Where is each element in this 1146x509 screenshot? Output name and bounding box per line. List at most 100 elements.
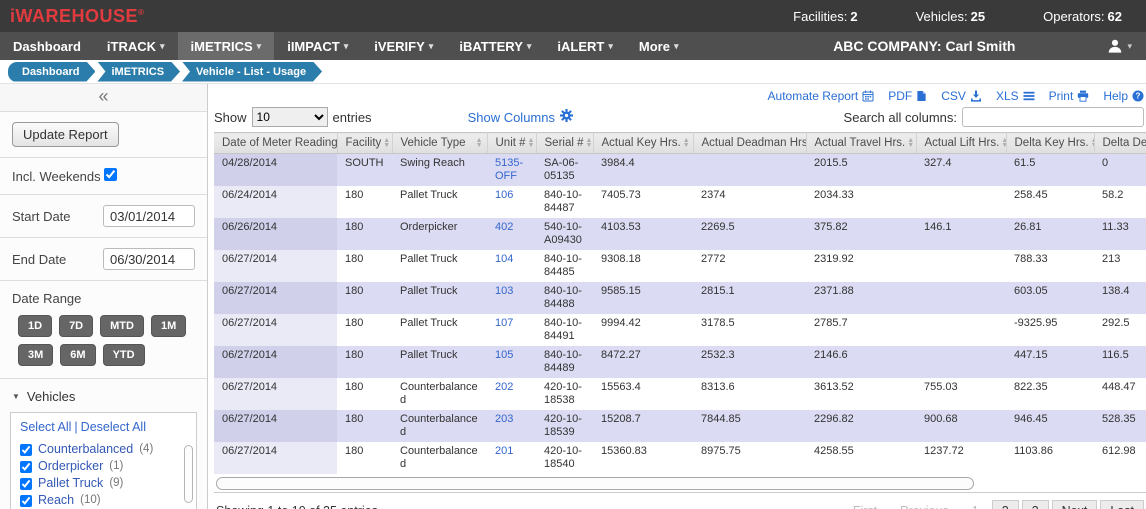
page-button-next[interactable]: Next xyxy=(1051,500,1098,509)
vehicle-checkbox-counterbalanced[interactable] xyxy=(20,443,32,456)
nav-item-dashboard[interactable]: Dashboard xyxy=(0,32,94,60)
unit-number-link[interactable]: 402 xyxy=(495,221,514,233)
account-area[interactable]: ABC COMPANY: Carl Smith ▾ xyxy=(833,32,1146,60)
show-columns-link[interactable]: Show Columns xyxy=(468,109,573,125)
nav-item-ialert[interactable]: iALERT ▾ xyxy=(544,32,625,60)
help-link[interactable]: Help? xyxy=(1103,89,1144,103)
cell-date-of-meter-reading: 06/27/2014 xyxy=(214,314,337,346)
nav-item-label: iALERT xyxy=(557,38,605,54)
column-header-date-of-meter-reading[interactable]: Date of Meter Reading▲ xyxy=(214,132,338,154)
date-range-1d-button[interactable]: 1D xyxy=(18,315,53,337)
print-link[interactable]: Print xyxy=(1049,89,1090,103)
xls-link[interactable]: XLS xyxy=(996,89,1035,103)
column-header-facility[interactable]: Facility ▲ ▼ xyxy=(337,132,393,154)
cell-unit: 202 xyxy=(487,378,536,410)
download-icon xyxy=(970,90,982,102)
automate-report-link[interactable]: Automate Report xyxy=(768,89,875,103)
page-button-last[interactable]: Last xyxy=(1100,500,1144,509)
registered-mark: ® xyxy=(138,7,145,17)
nav-item-iverify[interactable]: iVERIFY ▾ xyxy=(361,32,446,60)
breadcrumb-item-imetrics[interactable]: iMETRICS xyxy=(97,62,180,82)
cell-delta-deadman-hrs: 58.2 xyxy=(1094,186,1146,218)
unit-number-link[interactable]: 201 xyxy=(495,445,514,457)
vehicle-filter-count: (4) xyxy=(139,443,154,455)
cell-serial: 540-10-A09430 xyxy=(536,218,593,250)
nav-item-itrack[interactable]: iTRACK ▾ xyxy=(94,32,178,60)
date-range-1m-button[interactable]: 1M xyxy=(150,315,187,337)
cell-unit: 103 xyxy=(487,282,536,314)
sidebar-collapse-button[interactable]: « xyxy=(0,84,207,112)
breadcrumb-item-dashboard[interactable]: Dashboard xyxy=(8,62,95,82)
date-range-6m-button[interactable]: 6M xyxy=(60,344,96,366)
vehicle-checkbox-reach[interactable] xyxy=(20,494,32,507)
page-size-select[interactable]: 10 xyxy=(251,107,328,127)
search-label: Search all columns: xyxy=(843,109,957,125)
pdf-link[interactable]: PDF xyxy=(888,89,927,103)
date-range-3m-button[interactable]: 3M xyxy=(18,344,54,366)
end-date-input[interactable] xyxy=(103,248,195,270)
table-row: 06/27/2014 180 Counterbalanced 203 420-10-18… xyxy=(214,410,1146,442)
vehicle-checkbox-orderpicker[interactable] xyxy=(20,460,32,473)
nav-item-iimpact[interactable]: iIMPACT ▾ xyxy=(274,32,361,60)
content-area: « Update Report Incl. Weekends Start Dat… xyxy=(0,84,1146,509)
unit-number-link[interactable]: 105 xyxy=(495,349,514,361)
unit-number-link[interactable]: 103 xyxy=(495,285,514,297)
update-report-button[interactable]: Update Report xyxy=(12,122,119,147)
cell-actual-lift-hrs xyxy=(916,186,1006,218)
nav-item-imetrics[interactable]: iMETRICS ▾ xyxy=(177,32,275,60)
column-header-unit[interactable]: Unit # ▲ ▼ xyxy=(487,132,537,154)
column-header-actual-lift-hrs[interactable]: Actual Lift Hrs.▲▼ xyxy=(916,132,1007,154)
nav-item-more[interactable]: More ▾ xyxy=(626,32,692,60)
vehicles-section-toggle[interactable]: ▼ Vehicles xyxy=(0,379,207,412)
cell-actual-lift-hrs: 900.68 xyxy=(916,410,1006,442)
date-range-mtd-button[interactable]: MTD xyxy=(100,315,144,337)
cell-date-of-meter-reading: 06/27/2014 xyxy=(214,346,337,378)
user-icon[interactable] xyxy=(1107,38,1123,54)
column-header-delta-key-hrs[interactable]: Delta Key Hrs.▲▼ xyxy=(1006,132,1095,154)
horizontal-scrollbar[interactable] xyxy=(214,476,1146,493)
vehicle-filter-pallet-truck: Pallet Truck (9) xyxy=(20,475,187,492)
column-header-serial[interactable]: Serial # ▲ ▼ xyxy=(536,132,594,154)
unit-number-link[interactable]: 104 xyxy=(495,253,514,265)
date-range-ytd-button[interactable]: YTD xyxy=(102,344,145,366)
cell-delta-deadman-hrs: 292.5 xyxy=(1094,314,1146,346)
column-header-actual-deadman-hrs[interactable]: Actual Deadman Hrs.▲▼ xyxy=(693,132,807,154)
vehicle-filter-count: (9) xyxy=(109,477,124,489)
table-footer: Showing 1 to 10 of 25 entries FirstPrevi… xyxy=(214,493,1146,509)
cell-delta-deadman-hrs: 213 xyxy=(1094,250,1146,282)
cell-actual-deadman-hrs: 7844.85 xyxy=(693,410,806,442)
column-header-delta-deadman-hrs[interactable]: Delta Deadman Hrs. ▲▼ xyxy=(1094,132,1146,154)
cell-actual-lift-hrs: 755.03 xyxy=(916,378,1006,410)
cell-delta-key-hrs: -9325.95 xyxy=(1006,314,1094,346)
column-header-actual-key-hrs[interactable]: Actual Key Hrs. ▲ ▼ xyxy=(593,132,694,154)
search-input[interactable] xyxy=(962,107,1144,127)
csv-link[interactable]: CSV xyxy=(941,89,982,103)
deselect-all-link[interactable]: Deselect All xyxy=(80,420,146,434)
page-button-2[interactable]: 2 xyxy=(991,500,1019,509)
brand-logo: iWAREHOUSE® xyxy=(10,6,144,27)
unit-number-link[interactable]: 203 xyxy=(495,413,514,425)
printer-icon xyxy=(1077,90,1089,102)
column-header-actual-travel-hrs[interactable]: Actual Travel Hrs. ▲ ▼ xyxy=(806,132,917,154)
horizontal-scrollbar-thumb[interactable] xyxy=(216,477,974,490)
date-range-7d-button[interactable]: 7D xyxy=(59,315,94,337)
vehicle-list-scrollbar[interactable] xyxy=(184,445,193,503)
column-label: Actual Lift Hrs. xyxy=(924,137,1000,149)
page-button-3[interactable]: 3 xyxy=(1021,500,1049,509)
select-all-link[interactable]: Select All xyxy=(20,420,72,434)
nav-item-ibattery[interactable]: iBATTERY ▾ xyxy=(446,32,544,60)
cell-delta-key-hrs: 26.81 xyxy=(1006,218,1094,250)
incl-weekends-checkbox[interactable] xyxy=(103,168,117,181)
start-date-input[interactable] xyxy=(103,205,195,227)
cell-delta-key-hrs: 447.15 xyxy=(1006,346,1094,378)
unit-number-link[interactable]: 107 xyxy=(495,317,514,329)
nav-item-label: iTRACK xyxy=(106,38,157,54)
column-header-vehicle-type[interactable]: Vehicle Type ▲ ▼ xyxy=(392,132,488,154)
breadcrumb-item-vehicle-list-usage[interactable]: Vehicle - List - Usage xyxy=(182,62,322,82)
cell-actual-key-hrs: 15563.4 xyxy=(593,378,693,410)
unit-number-link[interactable]: 202 xyxy=(495,381,514,393)
unit-number-link[interactable]: 5135-OFF xyxy=(495,157,524,182)
unit-number-link[interactable]: 106 xyxy=(495,189,514,201)
cell-actual-key-hrs: 8472.27 xyxy=(593,346,693,378)
vehicle-checkbox-pallet-truck[interactable] xyxy=(20,477,32,490)
